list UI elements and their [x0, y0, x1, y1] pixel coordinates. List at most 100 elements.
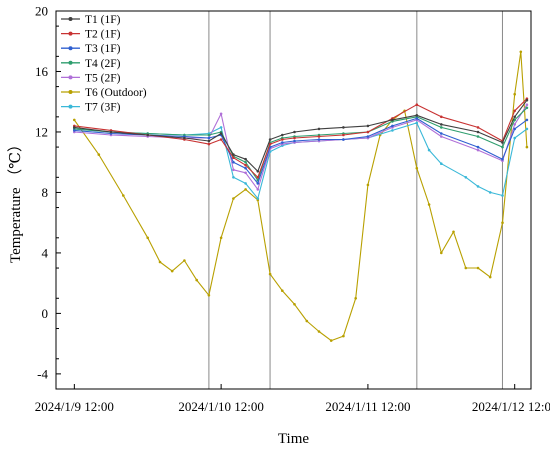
data-point	[317, 135, 321, 138]
data-point	[232, 176, 235, 179]
data-point	[366, 183, 370, 187]
data-point	[219, 236, 223, 240]
series-layer	[73, 50, 529, 342]
data-point	[513, 123, 516, 126]
data-point	[244, 182, 247, 185]
legend-label: T5 (2F)	[85, 72, 121, 84]
data-point	[232, 168, 235, 172]
data-point	[476, 148, 480, 152]
x-axis: 2024/1/9 12:00 2024/1/10 12:00 2024/1/11 1…	[35, 384, 550, 414]
series-line	[74, 104, 528, 190]
legend-item: T5 (2F)	[61, 72, 121, 84]
data-point	[366, 135, 370, 138]
data-point	[525, 106, 529, 110]
data-point	[476, 135, 480, 138]
series-line	[74, 107, 528, 181]
data-point	[488, 191, 492, 194]
data-point	[525, 103, 529, 106]
y-tick-label: 16	[35, 64, 49, 79]
plot-frame	[55, 10, 532, 390]
data-point	[317, 127, 321, 131]
data-point	[232, 156, 235, 159]
data-point	[73, 126, 76, 129]
data-point	[342, 133, 345, 137]
data-point	[464, 266, 468, 270]
legend-item: T4 (2F)	[61, 58, 121, 70]
data-point	[501, 157, 504, 161]
legend-label: T7 (3F)	[85, 102, 121, 114]
x-axis-title: Time	[278, 431, 309, 447]
data-point	[513, 92, 516, 96]
legend-marker	[68, 75, 73, 80]
data-point	[73, 129, 76, 132]
data-point	[415, 103, 419, 106]
data-point	[232, 160, 235, 164]
data-point	[501, 141, 504, 144]
reference-lines	[208, 11, 503, 389]
y-axis-title: Temperature （℃）	[7, 137, 24, 263]
legend-item: T1 (1F)	[61, 14, 121, 26]
data-point	[476, 185, 480, 188]
x-tick-label: 2024/1/12 12:00	[472, 399, 550, 414]
data-point	[440, 123, 443, 126]
data-point	[513, 115, 516, 119]
y-tick-label: 8	[42, 185, 49, 200]
data-point	[440, 115, 443, 119]
legend-label: T1 (1F)	[85, 14, 121, 26]
data-point	[73, 118, 76, 122]
legend-item: T6 (Outdoor)	[61, 87, 147, 99]
data-point	[207, 136, 211, 140]
data-point	[146, 133, 149, 137]
data-point	[293, 136, 296, 140]
data-point	[519, 50, 523, 54]
data-point	[488, 275, 492, 279]
data-point	[244, 157, 247, 161]
data-point	[317, 138, 321, 141]
data-point	[256, 188, 260, 191]
y-tick-label: 0	[42, 306, 49, 321]
data-point	[281, 141, 284, 144]
data-point	[440, 162, 443, 165]
data-point	[207, 294, 211, 297]
data-point	[195, 278, 198, 282]
data-point	[109, 130, 113, 134]
y-tick-label: -4	[37, 366, 48, 381]
data-point	[122, 194, 125, 197]
data-point	[317, 330, 321, 333]
data-point	[219, 126, 223, 129]
data-point	[525, 118, 529, 122]
y-tick-label: 12	[35, 124, 48, 139]
data-point	[342, 334, 345, 338]
data-point	[244, 166, 247, 170]
data-point	[219, 112, 223, 116]
data-point	[256, 182, 260, 185]
series-line	[74, 98, 528, 178]
data-point	[501, 194, 504, 197]
legend-marker	[68, 46, 73, 51]
legend-item: T7 (3F)	[61, 102, 121, 114]
legend-label: T3 (1F)	[85, 43, 121, 55]
data-point	[293, 303, 296, 306]
data-point	[452, 230, 455, 234]
series-3	[73, 117, 529, 185]
data-point	[281, 289, 284, 293]
legend-item: T2 (1F)	[61, 29, 121, 41]
data-point	[305, 319, 309, 323]
data-point	[268, 142, 272, 146]
data-point	[391, 124, 394, 128]
data-point	[440, 135, 443, 138]
legend-marker	[68, 17, 73, 21]
data-point	[391, 118, 394, 122]
data-point	[525, 127, 529, 131]
data-point	[207, 139, 211, 143]
y-tick-label: 4	[42, 245, 49, 260]
data-point	[525, 98, 529, 102]
data-point	[244, 188, 247, 191]
x-tick-label: 2024/1/9 12:00	[35, 399, 114, 414]
data-point	[268, 272, 272, 276]
data-point	[391, 129, 394, 132]
data-point	[170, 269, 174, 273]
data-point	[476, 130, 480, 134]
data-point	[207, 133, 211, 137]
data-point	[97, 153, 101, 156]
